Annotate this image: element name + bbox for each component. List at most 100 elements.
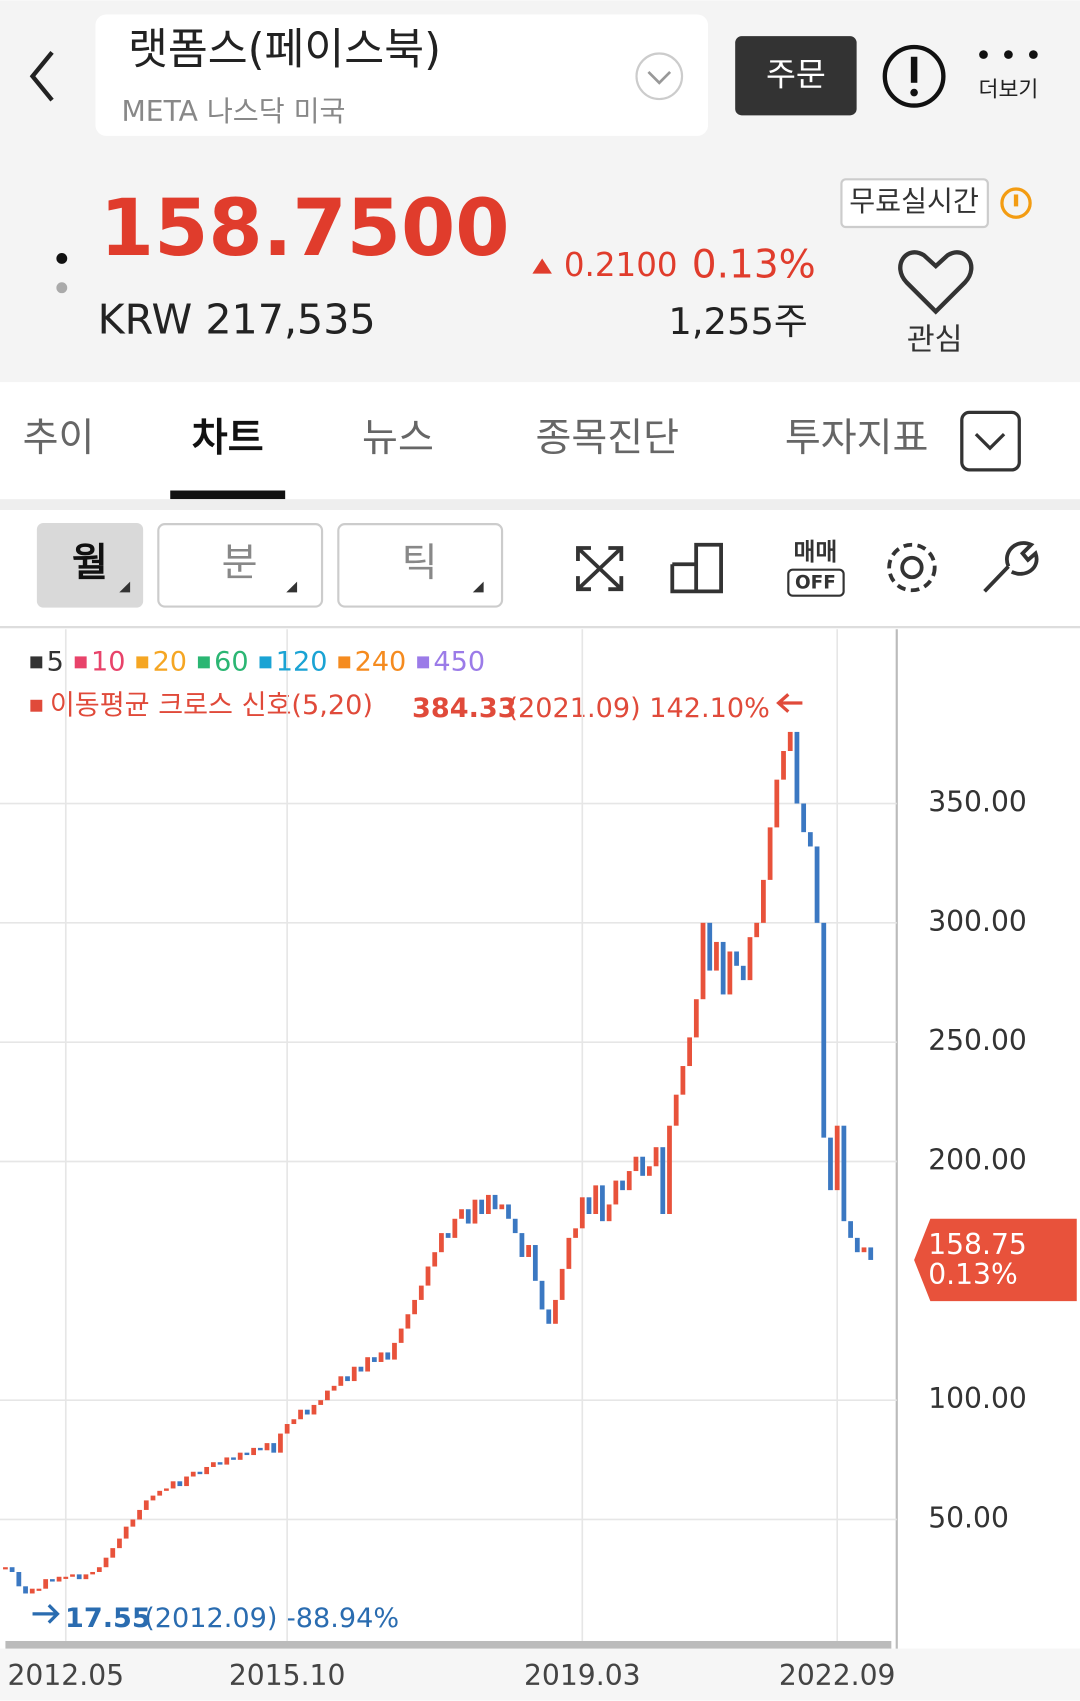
- more-button[interactable]: [979, 50, 1038, 59]
- candle: [365, 1357, 371, 1372]
- candle: [794, 731, 800, 804]
- candle: [700, 922, 706, 1000]
- price-tag-pct: 0.13%: [928, 1258, 1018, 1291]
- candle: [96, 1567, 102, 1572]
- info-button[interactable]: [882, 44, 946, 108]
- volume: 1,255주: [668, 300, 807, 343]
- candle: [854, 1237, 860, 1253]
- stock-selector[interactable]: [95, 14, 709, 136]
- candle: [3, 1567, 8, 1570]
- candle: [23, 1586, 28, 1594]
- low-value: 17.55: [65, 1603, 151, 1634]
- layout-button[interactable]: [670, 542, 723, 594]
- candle: [526, 1245, 532, 1257]
- candle: [787, 731, 793, 752]
- candle: [358, 1366, 364, 1372]
- period-tick[interactable]: [337, 523, 504, 608]
- stock-subtitle: META 나스닥 미국: [121, 95, 345, 128]
- y-tick-label: 100.00: [928, 1382, 1027, 1415]
- dropdown-icon: [647, 70, 672, 85]
- candle: [841, 1125, 847, 1222]
- candle: [814, 846, 820, 923]
- legend-swatch: [259, 656, 272, 669]
- candle: [781, 751, 786, 780]
- period-month-label: 월: [72, 541, 108, 586]
- candle: [392, 1342, 397, 1360]
- candle: [117, 1538, 122, 1549]
- candle: [278, 1433, 283, 1453]
- y-tick-label: 300.00: [928, 905, 1027, 938]
- period-month[interactable]: [36, 523, 144, 608]
- candle: [727, 951, 733, 995]
- watch-button[interactable]: [898, 250, 974, 315]
- x-tick-label: 2015.10: [229, 1659, 346, 1692]
- candle: [532, 1245, 538, 1281]
- order-button[interactable]: [735, 36, 857, 116]
- candle: [237, 1452, 243, 1460]
- y-tick-label: 200.00: [928, 1143, 1027, 1176]
- candle: [600, 1185, 605, 1222]
- scrollbar[interactable]: [5, 1640, 892, 1649]
- candle: [318, 1400, 324, 1405]
- price: 158.7500: [100, 184, 510, 274]
- price-tag: [914, 1218, 1077, 1302]
- candle: [539, 1280, 545, 1310]
- tab[interactable]: 투자지표: [785, 416, 929, 461]
- candle: [325, 1390, 330, 1401]
- candle: [653, 1147, 659, 1167]
- realtime-badge[interactable]: [840, 178, 989, 229]
- tab[interactable]: 추이: [23, 416, 95, 461]
- candle: [687, 1037, 692, 1067]
- back-button[interactable]: [29, 51, 54, 102]
- legend-label: 5: [47, 646, 64, 677]
- candle: [439, 1233, 444, 1253]
- settings-button[interactable]: [887, 542, 937, 593]
- candle: [143, 1500, 149, 1510]
- candle: [257, 1447, 263, 1451]
- dropdown-button[interactable]: [635, 52, 684, 101]
- tab-dropdown[interactable]: [960, 410, 1021, 472]
- candle: [398, 1328, 404, 1343]
- tools-button[interactable]: [983, 541, 1039, 593]
- candle: [264, 1443, 270, 1451]
- realtime-info[interactable]: [1000, 187, 1032, 219]
- candle: [49, 1579, 55, 1582]
- candle: [184, 1476, 189, 1487]
- candle: [801, 803, 807, 833]
- candle: [251, 1447, 256, 1456]
- candle: [761, 879, 766, 923]
- candle: [291, 1419, 297, 1425]
- candle: [157, 1490, 163, 1496]
- legend-label: 450: [433, 646, 485, 677]
- candle: [512, 1218, 518, 1234]
- candle: [754, 922, 760, 938]
- info-icon-dot: [910, 88, 918, 97]
- candle: [150, 1495, 156, 1501]
- tab-active[interactable]: 차트: [192, 416, 264, 461]
- candle: [412, 1299, 417, 1315]
- candle: [204, 1466, 210, 1475]
- trade-toggle[interactable]: [787, 568, 845, 597]
- fullscreen-button[interactable]: [576, 546, 624, 592]
- tab[interactable]: 뉴스: [362, 416, 434, 461]
- candle: [445, 1233, 451, 1238]
- candle: [714, 941, 719, 971]
- candle: [492, 1194, 498, 1210]
- candle: [559, 1268, 565, 1300]
- legend-label: 240: [355, 646, 407, 677]
- period-minute[interactable]: [157, 523, 324, 608]
- candle: [197, 1471, 203, 1475]
- legend-label: 10: [91, 646, 125, 677]
- candle: [385, 1352, 391, 1360]
- candle: [767, 827, 773, 880]
- y-tick-label: 50.00: [928, 1501, 1009, 1534]
- order-label: 주문: [766, 55, 826, 93]
- candle: [673, 1094, 679, 1126]
- candle: [459, 1209, 464, 1219]
- corner-marks: [119, 581, 484, 593]
- candle: [586, 1197, 592, 1215]
- tab[interactable]: 종목진단: [535, 416, 679, 461]
- candle: [103, 1557, 109, 1568]
- candle: [217, 1462, 223, 1465]
